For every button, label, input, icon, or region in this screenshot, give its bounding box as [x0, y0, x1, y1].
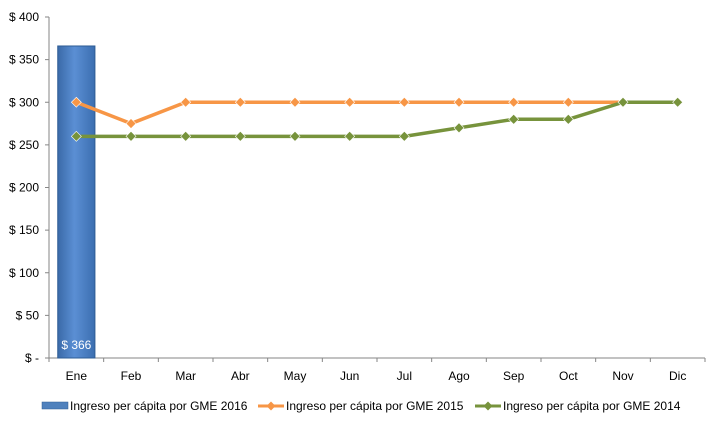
legend-swatch-bar [41, 401, 69, 410]
x-tick-label: Dic [669, 369, 686, 383]
y-tick-label: $ 400 [9, 10, 39, 24]
line-point-marker [508, 113, 520, 125]
line-point-marker [453, 96, 465, 108]
x-axis: Ene Feb Mar Abr May Jun Jul Ago Sep Oct Nov Dic [48, 357, 706, 383]
x-tick-label: Ago [448, 369, 470, 383]
legend-label: Ingreso per cápita por GME 2014 [503, 399, 681, 413]
x-tick-label: May [284, 369, 307, 383]
legend-label: Ingreso per cápita por GME 2015 [286, 399, 464, 413]
bar-series: $ 366 [57, 45, 96, 359]
x-tick-label: Oct [559, 369, 578, 383]
line-point-marker [70, 130, 82, 142]
y-axis: $ - $ 50 $ 100 $ 150 $ 200 $ 250 $ 300 $ 350 $ 4… [9, 10, 50, 365]
bar [57, 45, 96, 359]
line-series [70, 96, 684, 142]
y-tick-label: $ 350 [9, 53, 39, 67]
x-tick-label: Mar [175, 369, 196, 383]
line-point-marker [508, 96, 520, 108]
y-tick-label: $ 50 [16, 308, 40, 322]
x-tick-label: Feb [121, 369, 142, 383]
line-point-marker [672, 96, 684, 108]
y-tick-label: $ 250 [9, 138, 39, 152]
series-line [76, 100, 678, 139]
line-point-marker [398, 130, 410, 142]
bar-data-label: $ 366 [61, 338, 91, 352]
line-point-marker [180, 130, 192, 142]
line-point-marker [562, 96, 574, 108]
y-tick-label: $ 200 [9, 181, 39, 195]
line-point-marker [289, 130, 301, 142]
line-point-marker [125, 130, 137, 142]
line-point-marker [344, 130, 356, 142]
legend-swatch-marker [266, 401, 276, 411]
line-point-marker [562, 113, 574, 125]
x-tick-label: Nov [612, 369, 633, 383]
legend: Ingreso per cápita por GME 2016 Ingreso p… [41, 399, 681, 413]
line-point-marker [125, 118, 137, 129]
line-point-marker [344, 96, 356, 108]
y-tick-label: $ 100 [9, 266, 39, 280]
legend-swatch-marker [483, 401, 493, 411]
line-point-marker [180, 96, 192, 108]
x-tick-label: Jul [397, 369, 412, 383]
y-tick-label: $ - [25, 351, 39, 365]
line-point-marker [234, 130, 246, 142]
x-tick-label: Jun [340, 369, 359, 383]
legend-label: Ingreso per cápita por GME 2016 [70, 399, 248, 413]
x-tick-label: Ene [66, 369, 88, 383]
y-tick-label: $ 300 [9, 95, 39, 109]
line-point-marker [234, 96, 246, 108]
line-point-marker [617, 96, 629, 108]
y-tick-label: $ 150 [9, 223, 39, 237]
line-point-marker [70, 96, 82, 108]
x-tick-label: Abr [231, 369, 250, 383]
line-point-marker [289, 96, 301, 108]
line-point-marker [398, 96, 410, 108]
line-point-marker [453, 122, 465, 134]
x-tick-label: Sep [503, 369, 525, 383]
